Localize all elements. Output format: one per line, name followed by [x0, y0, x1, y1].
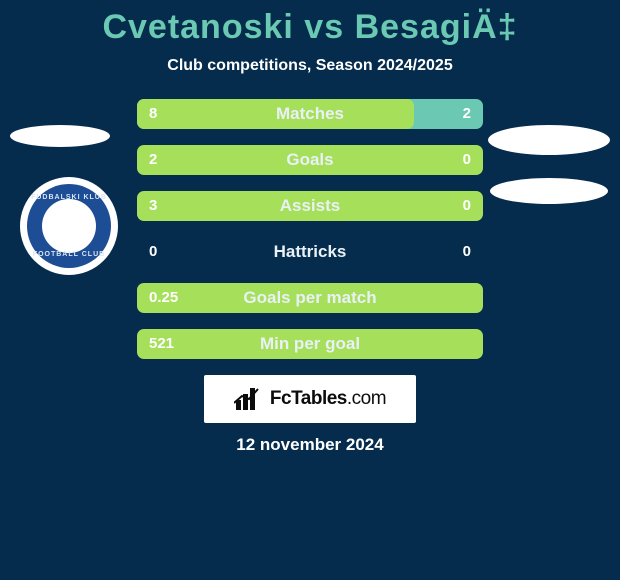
stat-row: Min per goal521 [137, 329, 483, 359]
stat-label: Goals [137, 145, 483, 175]
infographic-page: Cvetanoski vs BesagiÄ‡ Club competitions… [0, 0, 620, 580]
ellipse-decoration [488, 125, 610, 155]
stat-value-left: 3 [137, 191, 169, 221]
branding-text: FcTables.com [270, 388, 386, 410]
page-title: Cvetanoski vs BesagiÄ‡ [0, 8, 620, 47]
badge-text-bottom: FOOTBALL CLUB [27, 251, 111, 258]
stat-value-left: 0 [137, 237, 169, 267]
branding-light: .com [347, 388, 386, 409]
ellipse-decoration [490, 178, 608, 204]
stat-label: Assists [137, 191, 483, 221]
stat-value-right: 0 [451, 145, 483, 175]
stat-row: Hattricks0 0 [137, 237, 483, 267]
stat-value-left: 0.25 [137, 283, 190, 313]
stat-row: Matches8 2 [137, 99, 483, 129]
branding-box: FcTables.com [204, 375, 416, 423]
branding-bold: FcTables [270, 388, 347, 409]
stat-label: Min per goal [137, 329, 483, 359]
stat-value-right: 0 [451, 191, 483, 221]
stat-label: Hattricks [137, 237, 483, 267]
stat-value-left: 8 [137, 99, 169, 129]
stat-row: Goals2 0 [137, 145, 483, 175]
stat-value-left: 2 [137, 145, 169, 175]
ellipse-decoration [10, 125, 110, 147]
stat-value-right: 0 [451, 237, 483, 267]
branding-bars-icon [234, 386, 264, 412]
stat-row: Assists3 0 [137, 191, 483, 221]
stat-label: Matches [137, 99, 483, 129]
footer-date: 12 november 2024 [0, 435, 620, 455]
badge-ring: FUDBALSKI KLUB FOOTBALL CLUB [27, 184, 111, 268]
club-badge: FUDBALSKI KLUB FOOTBALL CLUB [20, 177, 118, 275]
badge-inner-circle [42, 199, 96, 253]
stat-value-right: 2 [451, 99, 483, 129]
stat-row: Goals per match0.25 [137, 283, 483, 313]
stat-value-left: 521 [137, 329, 186, 359]
page-subtitle: Club competitions, Season 2024/2025 [0, 57, 620, 75]
